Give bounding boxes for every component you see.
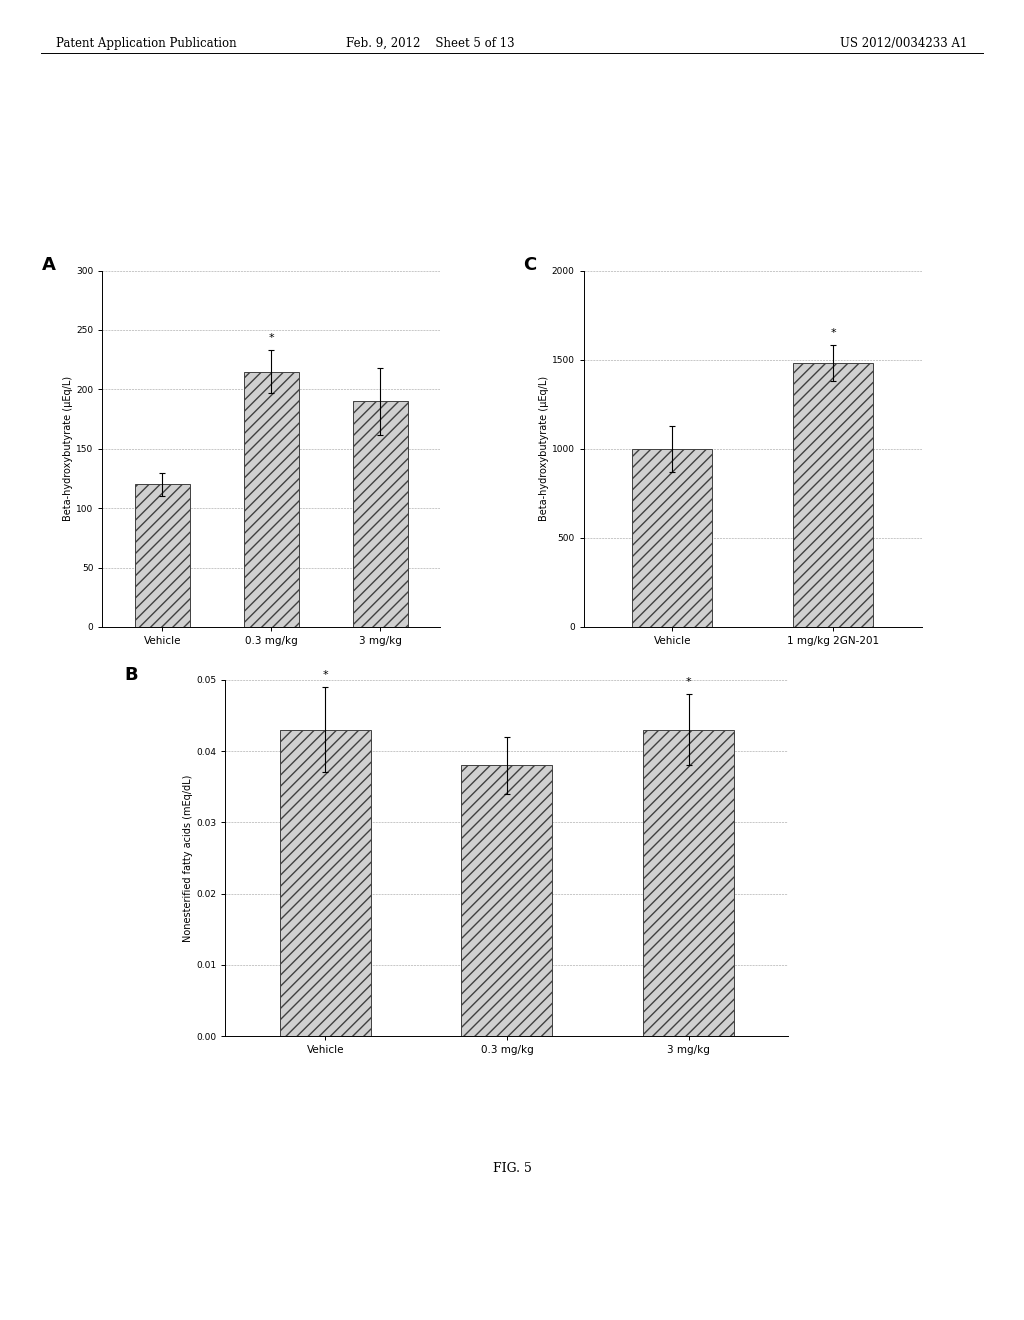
Text: FIG. 5: FIG. 5 (493, 1162, 531, 1175)
Text: Patent Application Publication: Patent Application Publication (56, 37, 237, 50)
Bar (793, 363, 873, 627)
Bar (643, 730, 734, 1036)
Bar (462, 766, 552, 1036)
Y-axis label: Beta-hydroxybutyrate (μEq/L): Beta-hydroxybutyrate (μEq/L) (539, 376, 549, 521)
Bar (135, 484, 189, 627)
Bar (632, 449, 713, 627)
Text: A: A (42, 256, 55, 275)
Text: Feb. 9, 2012    Sheet 5 of 13: Feb. 9, 2012 Sheet 5 of 13 (346, 37, 514, 50)
Text: *: * (830, 329, 836, 338)
Bar (280, 730, 371, 1036)
Y-axis label: Nonesterified fatty acids (mEq/dL): Nonesterified fatty acids (mEq/dL) (183, 775, 194, 941)
Bar (244, 372, 299, 627)
Y-axis label: Beta-hydroxybutyrate (μEq/L): Beta-hydroxybutyrate (μEq/L) (63, 376, 74, 521)
Text: C: C (523, 256, 537, 275)
Text: *: * (686, 677, 691, 686)
Bar (353, 401, 408, 627)
Text: B: B (124, 665, 137, 684)
Text: *: * (268, 333, 274, 343)
Text: US 2012/0034233 A1: US 2012/0034233 A1 (841, 37, 968, 50)
Text: *: * (323, 669, 328, 680)
